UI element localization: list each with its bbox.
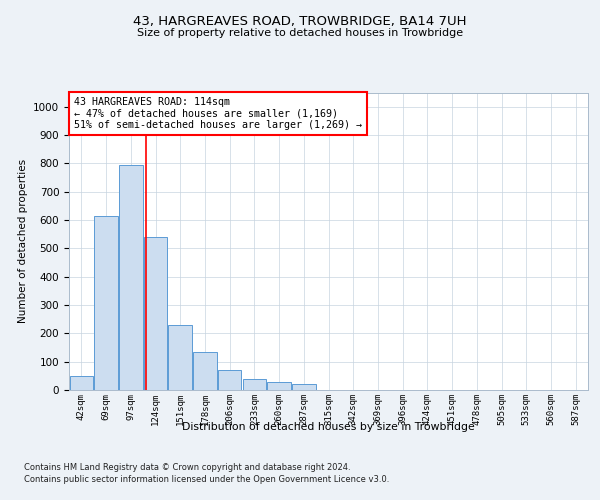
Text: 43 HARGREAVES ROAD: 114sqm
← 47% of detached houses are smaller (1,169)
51% of s: 43 HARGREAVES ROAD: 114sqm ← 47% of deta… xyxy=(74,97,362,130)
Bar xyxy=(242,378,266,390)
Bar xyxy=(268,382,291,390)
Bar xyxy=(218,370,241,390)
Text: Size of property relative to detached houses in Trowbridge: Size of property relative to detached ho… xyxy=(137,28,463,38)
Text: 43, HARGREAVES ROAD, TROWBRIDGE, BA14 7UH: 43, HARGREAVES ROAD, TROWBRIDGE, BA14 7U… xyxy=(133,15,467,28)
Text: Contains HM Land Registry data © Crown copyright and database right 2024.
Contai: Contains HM Land Registry data © Crown c… xyxy=(24,462,389,484)
Bar xyxy=(193,352,217,390)
Y-axis label: Number of detached properties: Number of detached properties xyxy=(17,159,28,324)
Text: Distribution of detached houses by size in Trowbridge: Distribution of detached houses by size … xyxy=(182,422,475,432)
Bar xyxy=(119,165,143,390)
Bar xyxy=(292,384,316,390)
Bar xyxy=(94,216,118,390)
Bar xyxy=(144,237,167,390)
Bar xyxy=(169,325,192,390)
Bar xyxy=(70,376,93,390)
